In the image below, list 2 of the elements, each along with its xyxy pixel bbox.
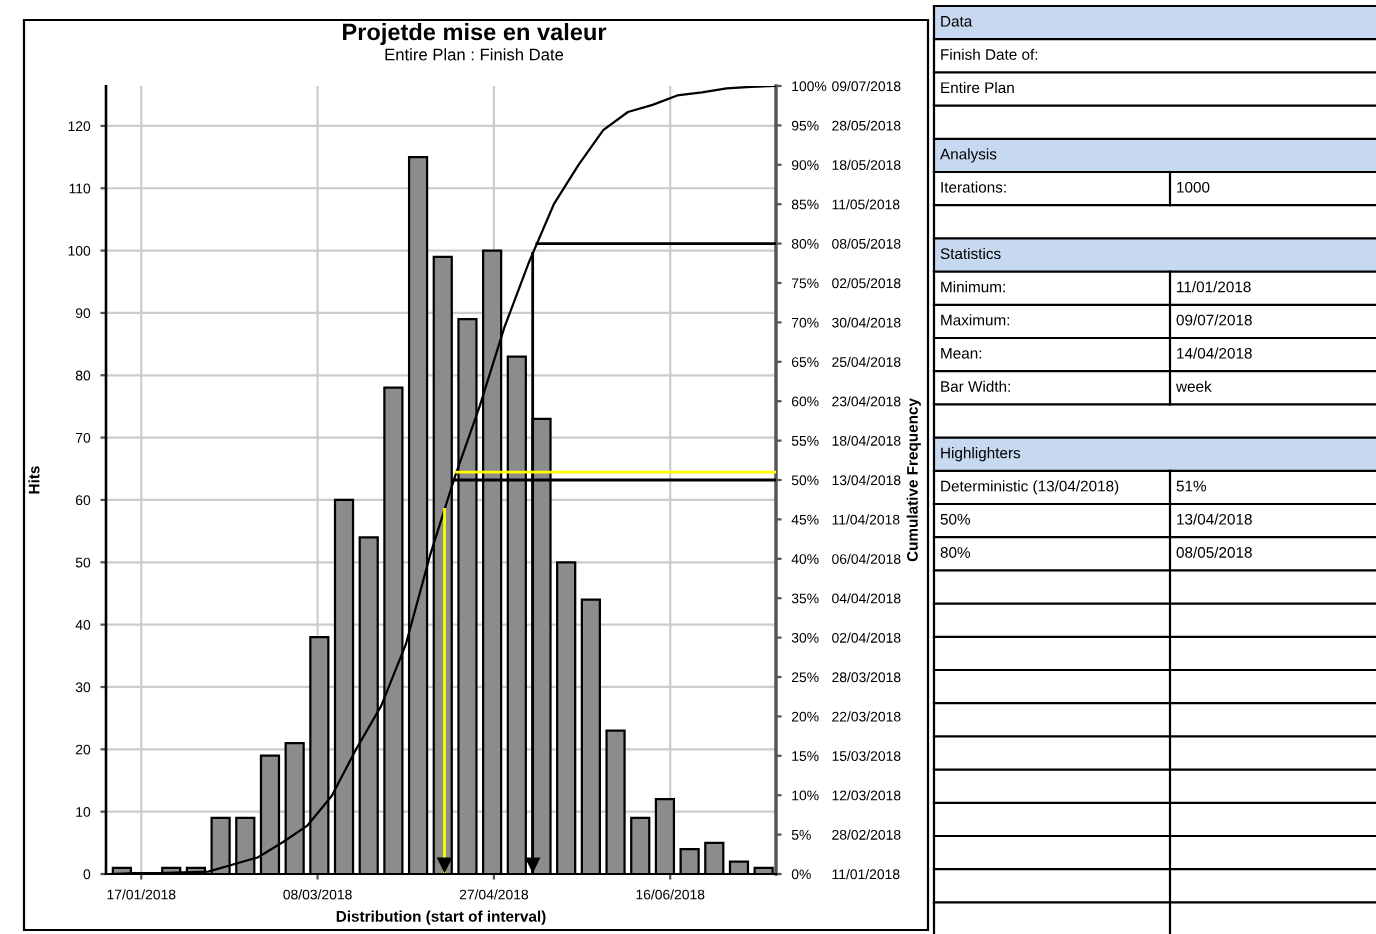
chart-subtitle: Entire Plan : Finish Date bbox=[385, 48, 564, 61]
chart-title: Projetde mise en valeur bbox=[343, 23, 607, 45]
